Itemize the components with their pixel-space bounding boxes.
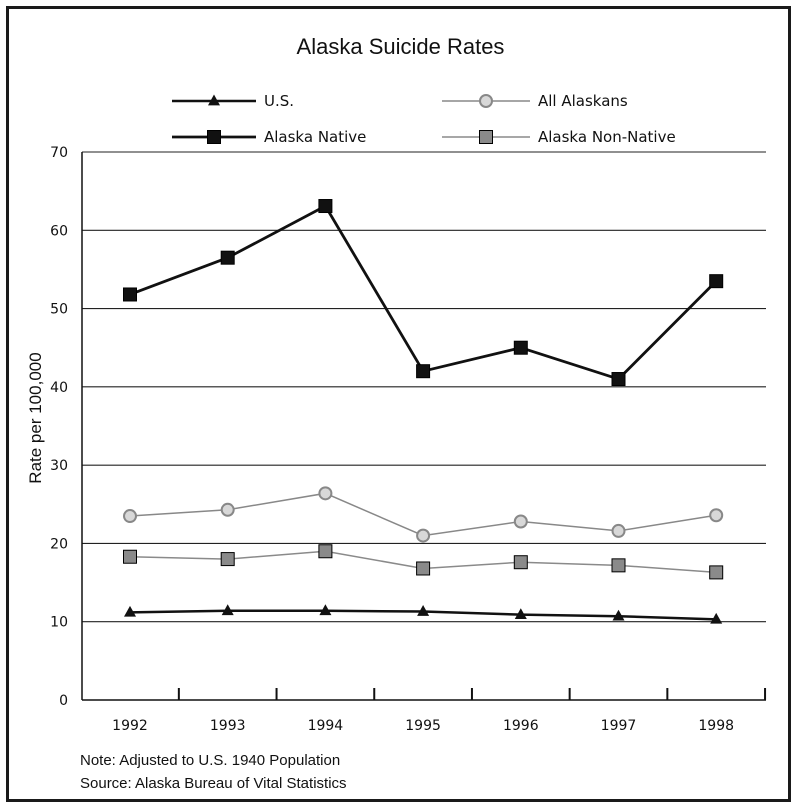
legend-marker-alaska-native <box>207 130 221 144</box>
data-point-alaska-non-native <box>513 555 528 570</box>
data-point-alaska-non-native <box>318 544 333 559</box>
data-point-alaska-native <box>220 250 235 265</box>
data-point-alaska-non-native <box>416 561 431 576</box>
legend-label-all-alaskans: All Alaskans <box>538 92 628 110</box>
data-point-alaska-native <box>318 199 333 214</box>
legend-marker-us <box>208 94 220 106</box>
y-tick-label: 60 <box>50 223 68 239</box>
data-point-alaska-non-native <box>611 558 626 573</box>
y-tick-label: 10 <box>50 615 68 631</box>
data-point-us <box>710 612 723 624</box>
data-point-alaska-native <box>513 340 528 355</box>
data-point-us <box>124 605 136 617</box>
data-point-alaska-non-native <box>220 552 235 567</box>
y-tick-label: 30 <box>50 458 68 474</box>
legend-label-alaska-non-native: Alaska Non-Native <box>538 128 676 146</box>
data-point-all-alaskans <box>220 502 235 517</box>
note-text: Note: Adjusted to U.S. 1940 Population <box>80 752 341 769</box>
x-tick-label: 1992 <box>112 718 148 734</box>
legend-label-us: U.S. <box>264 92 295 110</box>
data-point-us <box>514 608 527 619</box>
data-point-all-alaskans <box>318 486 333 501</box>
data-point-all-alaskans <box>416 528 431 543</box>
y-tick-label: 50 <box>50 302 68 318</box>
legend-label-alaska-native: Alaska Native <box>264 128 367 146</box>
x-tick-label: 1994 <box>308 718 344 734</box>
data-point-alaska-non-native <box>123 549 137 564</box>
x-tick-label: 1993 <box>210 718 246 734</box>
legend-marker-alaska-non-native <box>479 130 493 144</box>
data-point-alaska-native <box>123 287 137 302</box>
data-point-alaska-native <box>416 364 431 379</box>
legend-marker-all-alaskans <box>479 94 493 108</box>
y-tick-label: 20 <box>50 536 68 552</box>
data-point-alaska-non-native <box>709 565 724 580</box>
data-point-us <box>221 604 234 616</box>
x-tick-label: 1998 <box>698 718 734 734</box>
data-point-alaska-native <box>709 274 724 289</box>
x-tick-label: 1997 <box>601 718 637 734</box>
data-point-us <box>319 604 332 616</box>
data-point-all-alaskans <box>513 514 528 529</box>
x-tick-label: 1996 <box>503 718 539 734</box>
data-point-us <box>417 605 430 616</box>
data-point-alaska-native <box>611 372 626 387</box>
chart-title: Alaska Suicide Rates <box>296 34 505 59</box>
data-point-us <box>612 609 625 621</box>
y-tick-label: 70 <box>50 145 68 161</box>
y-tick-label: 40 <box>50 380 68 396</box>
data-point-all-alaskans <box>123 509 137 524</box>
series-line-alaska-native <box>129 204 718 381</box>
chart-frame <box>6 6 791 802</box>
data-point-all-alaskans <box>709 508 724 523</box>
source-text: Source: Alaska Bureau of Vital Statistic… <box>80 775 347 792</box>
x-tick-label: 1995 <box>405 718 441 734</box>
data-point-all-alaskans <box>611 523 626 538</box>
y-tick-label: 0 <box>59 693 68 709</box>
